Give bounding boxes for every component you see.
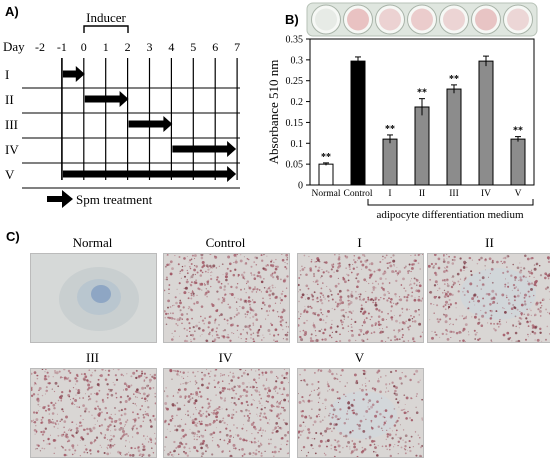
day-tick-label: -2	[35, 40, 45, 54]
staining-photo	[163, 253, 290, 343]
bar	[414, 106, 430, 186]
y-axis-label: Absorbance 510 nm	[266, 60, 281, 165]
significance-marker: **	[321, 152, 331, 163]
well-stain	[475, 8, 497, 31]
day-tick-label: 2	[125, 40, 131, 54]
y-tick-label: 0	[298, 181, 303, 192]
x-axis-category-labels: Normal Control I II III IV V	[311, 189, 521, 199]
photo-label: I	[357, 235, 362, 250]
treatment-row-label: II	[5, 92, 14, 107]
x-tick-label: Control	[343, 189, 372, 199]
y-tick-label: 0.1	[291, 139, 304, 150]
y-tick-label: 0.25	[286, 76, 304, 87]
significance-marker: **	[449, 74, 459, 85]
treatment-arrow	[62, 66, 85, 82]
treatment-row-label: V	[5, 167, 15, 182]
day-tick-label: 6	[212, 40, 218, 54]
day-tick-label: 3	[147, 40, 153, 54]
bar-series: ** ** ** ** **	[318, 55, 526, 186]
y-tick-label: 0.2	[291, 97, 304, 108]
panel-a-letter: A)	[5, 4, 19, 19]
significance-marker: **	[417, 88, 427, 99]
staining-photo	[297, 253, 424, 343]
photo-label: III	[86, 350, 99, 365]
treatment-arrow	[128, 116, 173, 132]
day-tick-label: 5	[190, 40, 196, 54]
day-tick-label: 1	[103, 40, 109, 54]
absorbance-bar-chart: B) 0 0.05 0.1 0.15 0.2 0.25 0.3 0.35 Absorbance…	[266, 2, 538, 221]
photo-label: IV	[218, 350, 233, 365]
treatment-arrow	[172, 141, 237, 157]
bar	[510, 138, 526, 186]
y-tick-label: 0.3	[291, 55, 304, 66]
photo-label: Control	[205, 235, 246, 250]
legend-arrow-icon	[47, 190, 73, 208]
treatment-arrow	[84, 91, 129, 107]
day-gridlines	[61, 58, 238, 180]
staining-photo	[30, 368, 157, 458]
bar	[350, 60, 366, 186]
significance-marker: **	[385, 124, 395, 135]
x-tick-label: V	[515, 189, 522, 199]
treatment-row-label: I	[5, 67, 9, 82]
bar	[446, 88, 462, 186]
bar	[382, 138, 398, 186]
x-tick-label: Normal	[311, 189, 340, 199]
photo-label: Normal	[72, 235, 113, 250]
x-tick-label: IV	[481, 189, 491, 199]
x-tick-label: I	[388, 189, 391, 199]
day-tick-label: 4	[168, 40, 174, 54]
well-stain	[443, 8, 465, 31]
panel-c-letter: C)	[6, 229, 20, 244]
photo-label: V	[354, 350, 365, 365]
group-bracket	[367, 199, 534, 206]
legend-label: Spm treatment	[76, 192, 153, 207]
x-tick-label: III	[449, 189, 459, 199]
y-tick-label: 0.05	[286, 160, 304, 171]
inducer-bracket	[83, 25, 129, 33]
well-plate-strip	[306, 2, 538, 37]
day-axis-label: Day	[3, 39, 25, 54]
x-tick-label: II	[419, 189, 425, 199]
inducer-label: Inducer	[86, 10, 126, 25]
treatment-row-label: IV	[5, 142, 19, 157]
staining-photo	[427, 253, 550, 343]
well-stain	[507, 8, 529, 31]
legend: Spm treatment	[47, 190, 153, 208]
day-tick-label: 0	[81, 40, 87, 54]
staining-photo	[163, 368, 290, 458]
day-tick-label: 7	[234, 40, 240, 54]
y-axis-ticks: 0 0.05 0.1 0.15 0.2 0.25 0.3 0.35	[286, 35, 310, 192]
treatment-row-label: III	[5, 117, 18, 132]
staining-photo	[30, 253, 157, 343]
well-stain	[347, 8, 369, 31]
y-tick-label: 0.35	[286, 35, 304, 46]
significance-marker: **	[513, 126, 523, 137]
well-stain	[315, 8, 337, 31]
group-label: adipocyte differentiation medium	[376, 209, 523, 221]
panel-b-letter: B)	[285, 12, 299, 27]
y-tick-label: 0.15	[286, 118, 304, 129]
staining-photo	[297, 368, 424, 458]
well-stain	[379, 8, 401, 31]
treatment-arrow	[62, 166, 237, 182]
day-tick-label: -1	[57, 40, 67, 54]
bar	[478, 60, 494, 186]
photo-label: II	[485, 235, 494, 250]
bar	[318, 163, 334, 186]
day-tick-labels: -2 -1 0 1 2 3 4 5 6 7	[35, 40, 240, 54]
well-stain	[411, 8, 433, 31]
